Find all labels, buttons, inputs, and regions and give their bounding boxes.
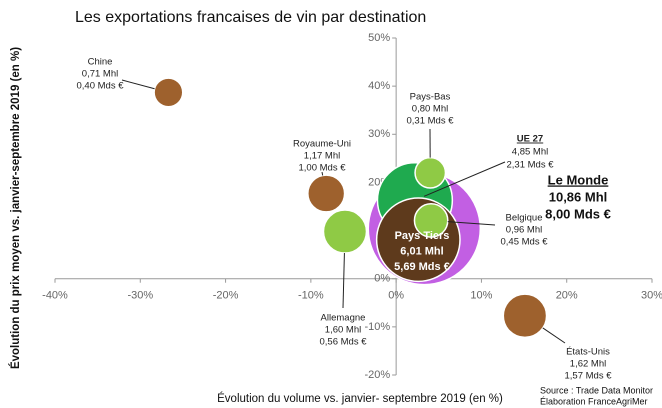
- source: Élaboration FranceAgriMer: [540, 396, 648, 406]
- point-label: 1,17 Mhl: [304, 151, 340, 162]
- x-tick-label: -10%: [298, 290, 324, 302]
- y-tick-label: 50%: [368, 32, 390, 44]
- point-label: 0,56 Mds €: [320, 337, 368, 348]
- point-label: 1,57 Mds €: [565, 371, 613, 382]
- leader-line: [342, 253, 345, 309]
- x-tick-label: 0%: [388, 290, 404, 302]
- point-name: Pays Tiers: [395, 230, 450, 242]
- point-label: 1,00 Mds €: [299, 163, 347, 174]
- x-tick-label: 30%: [641, 290, 662, 302]
- point-label: 6,01 Mhl: [400, 245, 443, 257]
- x-tick-label: 20%: [556, 290, 578, 302]
- point-label: 0,71 Mhl: [82, 69, 118, 80]
- y-tick-label: 0%: [374, 273, 390, 285]
- y-tick-label: -20%: [364, 369, 390, 381]
- point-label: 2,31 Mds €: [507, 160, 555, 171]
- y-axis-label: Évolution du prix moyen vs. janvier-sept…: [9, 47, 22, 369]
- source: Source : Trade Data Monitor: [540, 385, 653, 395]
- y-tick-label: -10%: [364, 321, 390, 333]
- point-name: Chine: [88, 57, 113, 68]
- x-axis-label: Évolution du volume vs. janvier- septemb…: [217, 392, 503, 405]
- point-label: 10,86 Mhl: [549, 189, 608, 204]
- point-name: Belgique: [506, 213, 543, 224]
- point-label: 8,00 Mds €: [545, 206, 611, 221]
- bubble: [502, 293, 548, 339]
- leader-line: [542, 327, 566, 344]
- point-name: États-Unis: [566, 347, 610, 358]
- point-label: 1,62 Mhl: [570, 359, 606, 370]
- point-label: 0,96 Mhl: [506, 225, 542, 236]
- point-name: Allemagne: [321, 313, 366, 324]
- point-label: 5,69 Mds €: [394, 261, 450, 273]
- x-tick-label: 10%: [470, 290, 492, 302]
- bubble: [307, 174, 346, 213]
- bubble: [413, 203, 449, 238]
- x-tick-label: -30%: [127, 290, 153, 302]
- point-name: Royaume-Uni: [293, 139, 351, 150]
- point-label: 0,40 Mds €: [77, 81, 125, 92]
- x-tick-label: -40%: [42, 290, 68, 302]
- chart-title: Les exportations francaises de vin par d…: [75, 9, 426, 26]
- point-name: UE 27: [517, 134, 543, 145]
- point-label: 0,31 Mds €: [407, 116, 455, 127]
- point-label: 1,60 Mhl: [325, 325, 361, 336]
- y-tick-label: 30%: [368, 128, 390, 140]
- bubble: [414, 156, 447, 189]
- y-tick-label: 40%: [368, 80, 390, 92]
- leader-line: [423, 161, 506, 197]
- point-name: Pays-Bas: [410, 92, 451, 103]
- bubble: [153, 77, 184, 108]
- point-label: 4,85 Mhl: [512, 147, 548, 158]
- leader-line: [447, 221, 496, 226]
- leader-line: [321, 171, 324, 176]
- point-label: 0,80 Mhl: [412, 104, 448, 115]
- bubble: [322, 209, 368, 254]
- x-tick-label: -20%: [213, 290, 239, 302]
- point-name: Le Monde: [548, 172, 609, 187]
- leader-line: [121, 79, 155, 90]
- point-label: 0,45 Mds €: [501, 237, 549, 248]
